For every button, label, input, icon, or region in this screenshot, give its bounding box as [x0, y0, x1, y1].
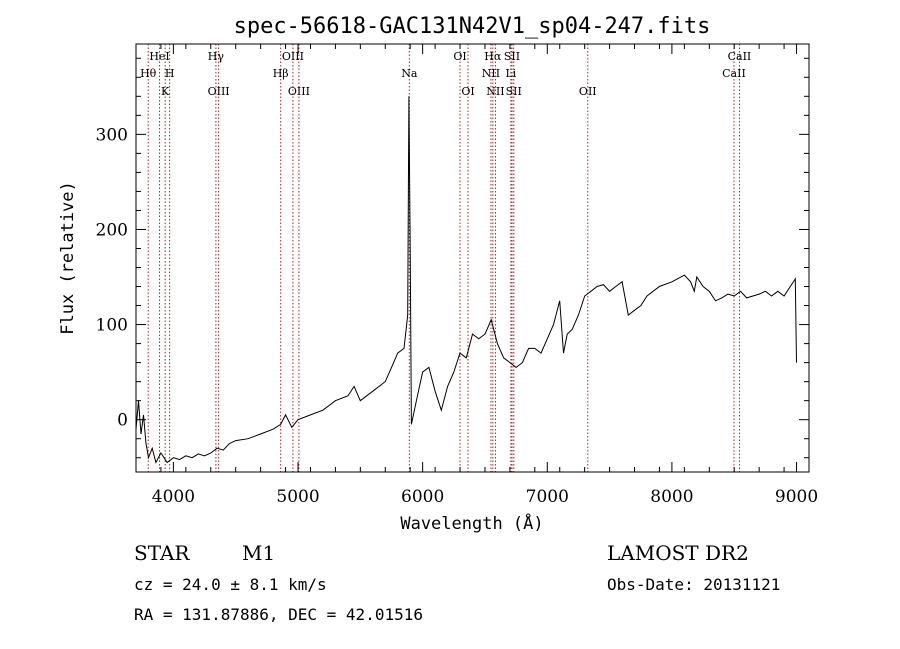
emission-line-label: Hβ: [273, 67, 289, 80]
emission-line-label: Hθ: [140, 67, 157, 80]
emission-line-label: CaII: [728, 50, 752, 63]
x-tick-label: 9000: [775, 487, 818, 507]
emission-line-label: SII: [504, 50, 520, 63]
chart-title: spec-56618-GAC131N42V1_sp04-247.fits: [234, 14, 711, 39]
x-tick-label: 5000: [276, 487, 319, 507]
observation-date: Obs-Date: 20131121: [607, 575, 780, 594]
survey-name: LAMOST DR2: [607, 541, 749, 565]
emission-line-label: OII: [579, 85, 597, 98]
y-tick-label: 300: [96, 125, 128, 145]
emission-line-label: NII: [482, 67, 500, 80]
y-tick-label: 0: [117, 411, 128, 431]
x-tick-label: 4000: [152, 487, 195, 507]
emission-line-label: Hγ: [208, 50, 225, 63]
object-class: STAR: [134, 541, 190, 565]
emission-line-label: CaII: [722, 67, 746, 80]
emission-line-label: Li: [505, 67, 516, 80]
emission-line-label: HeI: [149, 50, 169, 63]
emission-line-label: K: [161, 85, 170, 98]
axis-ticks: 4000 5000 6000 7000 8000 9000 0 100 200 300: [96, 44, 818, 507]
x-tick-label: 7000: [526, 487, 569, 507]
emission-line-label: OI: [461, 85, 474, 98]
x-tick-label: 8000: [650, 487, 693, 507]
x-tick-label: 6000: [401, 487, 444, 507]
plot-frame: [135, 43, 810, 473]
y-axis-label: Flux (relative): [58, 181, 78, 335]
y-tick-label: 100: [96, 316, 128, 336]
emission-line-label: OIII: [288, 85, 310, 98]
emission-line-label: OI: [453, 50, 466, 63]
redshift-velocity: cz = 24.0 ± 8.1 km/s: [134, 575, 327, 594]
emission-line-label: H: [165, 67, 175, 80]
emission-line-label: SII: [506, 85, 522, 98]
emission-line-label: Hα: [484, 50, 502, 63]
object-subclass: M1: [242, 541, 275, 565]
y-tick-label: 200: [96, 220, 128, 240]
spectrum-series-line: [135, 96, 797, 464]
ra-dec-coordinates: RA = 131.87886, DEC = 42.01516: [134, 605, 423, 624]
emission-line-label: OIII: [282, 50, 304, 63]
emission-line-label: OIII: [208, 85, 230, 98]
emission-lines: [147, 44, 740, 472]
emission-line-label: Na: [401, 67, 418, 80]
emission-line-label: NII: [486, 85, 504, 98]
x-axis-label: Wavelength (Å): [400, 512, 543, 534]
